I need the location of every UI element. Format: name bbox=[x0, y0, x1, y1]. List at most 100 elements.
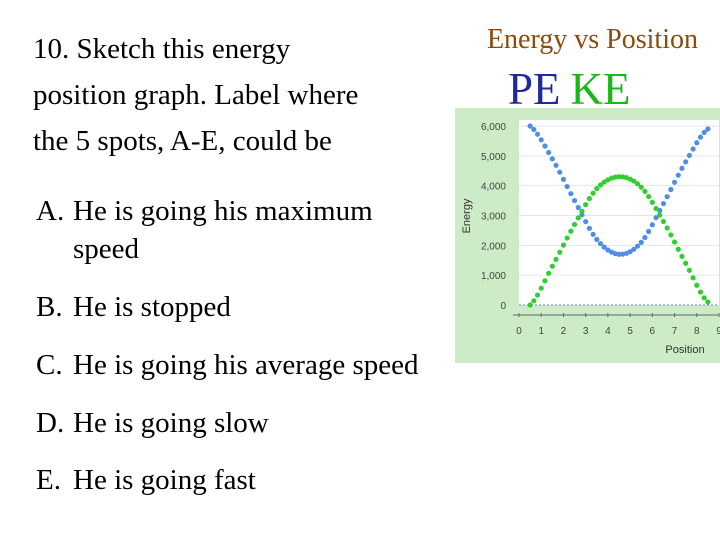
data-point-ke bbox=[657, 212, 663, 218]
data-point-ke bbox=[697, 289, 704, 295]
data-point-ke bbox=[546, 270, 552, 276]
data-point-pe bbox=[634, 243, 641, 249]
data-point-ke bbox=[679, 253, 685, 259]
data-point-ke bbox=[583, 202, 589, 208]
question-line: 10. Sketch this energy bbox=[33, 33, 291, 65]
y-tick-label: 4,000 bbox=[481, 182, 506, 193]
energy-position-chart: Energy Position 0 1,000 2,000 3,000 4,000 5,0… bbox=[455, 108, 720, 363]
option-letter: D. bbox=[36, 407, 65, 439]
option-text: He is going his average speed bbox=[73, 349, 419, 381]
data-point-pe bbox=[549, 156, 555, 162]
x-tick-label: 8 bbox=[694, 326, 700, 337]
question-prompt: 10. Sketch this energy position graph. L… bbox=[33, 26, 443, 164]
data-point-ke bbox=[616, 174, 622, 180]
data-point-pe bbox=[646, 228, 652, 235]
data-point-pe bbox=[694, 140, 700, 146]
y-tick-label: 0 bbox=[500, 301, 506, 312]
y-tick-label: 1,000 bbox=[481, 271, 506, 282]
data-point-pe bbox=[653, 215, 659, 221]
data-point-ke bbox=[538, 285, 544, 291]
data-point-ke bbox=[594, 186, 600, 192]
data-point-pe bbox=[571, 197, 578, 204]
data-point-ke bbox=[571, 221, 578, 228]
y-axis-label: Energy bbox=[461, 198, 473, 233]
option-text: He is going fast bbox=[73, 464, 256, 496]
data-point-pe bbox=[668, 186, 674, 193]
x-axis-label: Position bbox=[665, 344, 704, 356]
option-text: He is going slow bbox=[73, 407, 269, 439]
x-tick-label: 6 bbox=[650, 326, 656, 337]
data-point-ke bbox=[634, 181, 641, 187]
data-point-ke bbox=[646, 193, 652, 200]
data-point-pe bbox=[546, 149, 552, 156]
data-point-pe bbox=[616, 251, 622, 257]
data-point-ke bbox=[694, 282, 700, 288]
data-point-ke bbox=[557, 249, 563, 255]
option-text: He is going his maximum speed bbox=[73, 195, 373, 265]
x-tick-label: 7 bbox=[672, 326, 678, 337]
data-point-ke bbox=[527, 302, 533, 308]
option-d: D. He is going slow bbox=[36, 404, 269, 442]
data-point-ke bbox=[586, 195, 592, 202]
data-point-ke bbox=[705, 299, 711, 305]
data-point-pe bbox=[649, 222, 655, 228]
data-point-ke bbox=[631, 178, 637, 184]
x-tick-label: 1 bbox=[538, 326, 544, 337]
x-tick-label: 0 bbox=[516, 326, 522, 337]
data-point-ke bbox=[553, 256, 559, 262]
y-tick-label: 3,000 bbox=[481, 212, 506, 223]
x-tick-label: 2 bbox=[561, 326, 567, 337]
data-point-pe bbox=[705, 126, 711, 132]
chart-title: Energy vs Position bbox=[486, 24, 698, 55]
data-point-pe bbox=[538, 137, 544, 143]
data-point-pe bbox=[642, 234, 648, 241]
data-point-pe bbox=[564, 183, 570, 190]
data-point-ke bbox=[531, 298, 537, 304]
option-letter: C. bbox=[36, 349, 63, 381]
data-point-ke bbox=[542, 278, 548, 284]
data-point-ke bbox=[590, 190, 596, 196]
data-point-ke bbox=[642, 188, 648, 195]
data-point-pe bbox=[575, 204, 581, 211]
data-point-pe bbox=[638, 239, 644, 245]
data-point-pe bbox=[590, 231, 596, 237]
data-point-pe bbox=[586, 225, 592, 231]
question-line: position graph. Label where bbox=[33, 79, 359, 111]
data-point-ke bbox=[660, 218, 667, 225]
option-text: He is stopped bbox=[73, 291, 231, 323]
y-tick-label: 6,000 bbox=[481, 122, 506, 133]
data-point-pe bbox=[697, 134, 704, 140]
data-point-ke bbox=[686, 267, 692, 273]
data-point-ke bbox=[638, 184, 644, 190]
legend-ke: KE bbox=[570, 64, 631, 114]
data-point-ke bbox=[653, 205, 659, 212]
x-tick-label: 5 bbox=[627, 326, 633, 337]
data-point-pe bbox=[664, 194, 670, 200]
data-point-ke bbox=[564, 235, 570, 241]
legend-pe: PE bbox=[508, 64, 561, 114]
data-point-pe bbox=[527, 123, 533, 129]
data-point-ke bbox=[664, 225, 670, 231]
data-point-pe bbox=[531, 126, 537, 133]
option-e: E. He is going fast bbox=[36, 461, 256, 499]
data-point-ke bbox=[568, 228, 574, 234]
x-tick-label: 4 bbox=[605, 326, 611, 337]
data-point-pe bbox=[594, 236, 600, 242]
data-point-ke bbox=[690, 275, 696, 281]
data-point-ke bbox=[560, 242, 567, 248]
data-point-pe bbox=[679, 165, 685, 171]
option-letter: B. bbox=[36, 291, 63, 323]
data-point-ke bbox=[668, 232, 674, 238]
data-point-pe bbox=[557, 169, 563, 175]
option-a: A. He is going his maximum speed bbox=[36, 192, 418, 268]
data-point-ke bbox=[671, 239, 678, 245]
option-c: C. He is going his average speed bbox=[36, 346, 418, 384]
data-point-ke bbox=[597, 182, 604, 188]
data-point-pe bbox=[568, 191, 574, 197]
plot-region bbox=[519, 120, 719, 305]
data-point-pe bbox=[631, 246, 637, 252]
data-point-pe bbox=[675, 172, 681, 178]
question-line: the 5 spots, A-E, could be bbox=[33, 125, 332, 157]
data-point-pe bbox=[601, 244, 607, 250]
x-tick-label: 3 bbox=[583, 326, 589, 337]
